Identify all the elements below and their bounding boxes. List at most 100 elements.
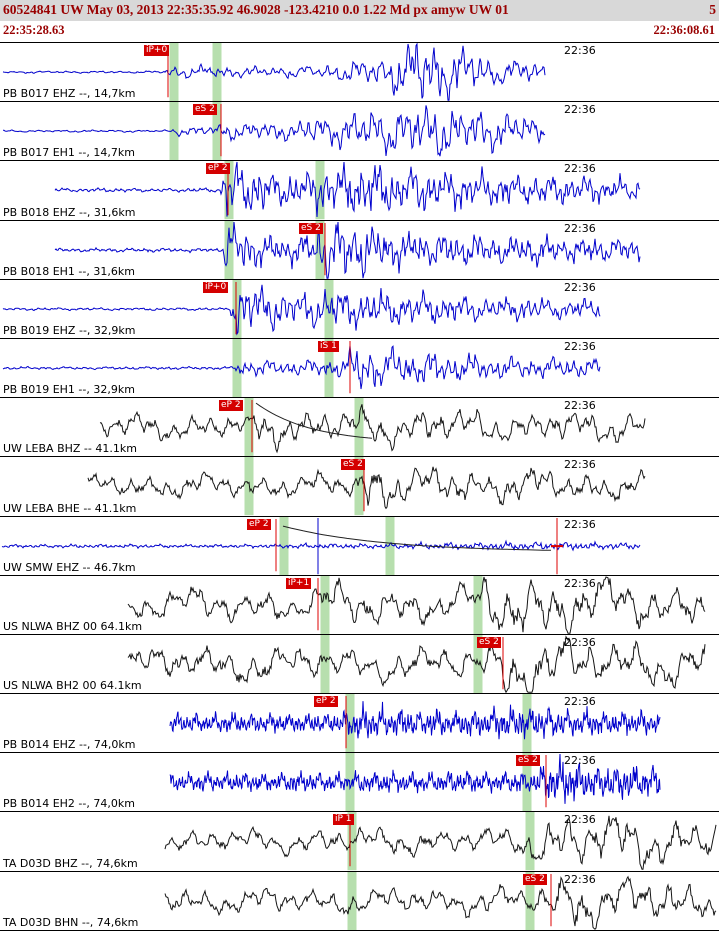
coda-decay-curve: [255, 402, 373, 439]
window-start-time: 22:35:28.63: [3, 23, 65, 37]
phase-window-bar: [354, 398, 364, 457]
trace-panel-0[interactable]: iP+0 22:36 PB B017 EHZ --, 14,7km: [0, 42, 719, 102]
trace-waveform[interactable]: [2, 284, 601, 336]
pick-flag[interactable]: iP 1: [333, 814, 354, 826]
trace-station-label: UW LEBA BHZ -- 41.1km: [3, 442, 137, 456]
tick-time-label: 22:36: [564, 103, 596, 117]
trace-waveform[interactable]: [2, 345, 601, 390]
trace-panel-4[interactable]: iP+0 22:36 PB B019 EHZ --, 32,9km: [0, 278, 719, 338]
trace-station-label: PB B014 EHZ --, 74,0km: [3, 738, 136, 752]
trace-panel-8[interactable]: eP 2 22:36 UW SMW EHZ -- 46.7km: [0, 515, 719, 575]
waveform-plot: [164, 871, 717, 930]
waveform-plot: [99, 398, 646, 457]
tick-time-label: 22:36: [564, 635, 596, 649]
trace-waveform[interactable]: [164, 816, 717, 871]
trace-station-label: UW SMW EHZ -- 46.7km: [3, 560, 136, 574]
phase-window-bar: [473, 575, 483, 634]
trace-panel-2[interactable]: eP 2 22:36 PB B018 EHZ --, 31,6km: [0, 160, 719, 220]
trace-panel-9[interactable]: iP+1 22:36 US NLWA BHZ 00 64.1km: [0, 574, 719, 634]
phase-window-bar: [279, 516, 289, 575]
waveform-plot: [2, 338, 601, 398]
trace-station-label: PB B017 EH1 --, 14,7km: [3, 146, 135, 160]
tick-time-label: 22:36: [564, 399, 596, 413]
trace-waveform[interactable]: [87, 466, 646, 510]
trace-waveform[interactable]: [169, 754, 661, 805]
phase-window-bar: [354, 457, 364, 516]
trace-station-label: PB B018 EHZ --, 31,6km: [3, 205, 136, 219]
pick-flag[interactable]: eS 2: [516, 755, 540, 767]
coda-decay-curve: [282, 525, 552, 551]
trace-waveform[interactable]: [127, 635, 706, 694]
pick-flag[interactable]: iS 1: [318, 340, 339, 352]
phase-window-bar: [320, 575, 330, 634]
tick-time-label: 22:36: [564, 813, 596, 827]
pick-flag[interactable]: eS 2: [523, 873, 547, 885]
trace-panel-1[interactable]: eS 2 22:36 PB B017 EH1 --, 14,7km: [0, 101, 719, 161]
trace-panel-10[interactable]: eS 2 22:36 US NLWA BH2 00 64.1km: [0, 633, 719, 694]
waveform-plot: [1, 516, 641, 575]
waveform-plot: [54, 220, 641, 279]
tick-time-label: 22:36: [564, 162, 596, 176]
phase-window-bar: [385, 516, 395, 575]
phase-window-bar: [324, 279, 334, 338]
trace-panel-12[interactable]: eS 2 22:36 PB B014 EH2 --, 74,0km: [0, 752, 719, 812]
trace-station-label: TA D03D BHZ --, 74,6km: [3, 856, 138, 870]
trace-waveform[interactable]: [99, 404, 646, 454]
event-header: 60524841 UW May 03, 2013 22:35:35.92 46.…: [0, 0, 719, 21]
tick-time-label: 22:36: [564, 280, 596, 294]
trace-waveform[interactable]: [127, 576, 706, 634]
trace-waveform[interactable]: [164, 875, 717, 930]
pick-flag[interactable]: eP 2: [219, 400, 243, 412]
window-end-time: 22:36:08.61: [653, 23, 715, 37]
trace-waveform[interactable]: [2, 43, 546, 101]
pick-flag[interactable]: eS 2: [477, 636, 501, 648]
waveform-plot: [127, 575, 706, 634]
event-summary: 60524841 UW May 03, 2013 22:35:35.92 46.…: [3, 2, 509, 17]
event-header-right-fragment: 5: [709, 2, 716, 17]
trace-waveform[interactable]: [54, 221, 641, 279]
pick-flag[interactable]: eP 2: [206, 163, 230, 175]
trace-station-label: PB B018 EH1 --, 31,6km: [3, 264, 135, 278]
tick-time-label: 22:36: [564, 576, 596, 590]
phase-window-bar: [324, 338, 334, 398]
trace-station-label: PB B019 EH1 --, 32,9km: [3, 383, 135, 397]
phase-window-bar: [232, 279, 242, 338]
pick-flag[interactable]: iP+0: [144, 45, 170, 56]
pick-flag[interactable]: iP+0: [203, 281, 229, 293]
trace-panel-3[interactable]: eS 2 22:36 PB B018 EH1 --, 31,6km: [0, 219, 719, 279]
tick-time-label: 22:36: [564, 458, 596, 472]
trace-panel-14[interactable]: eS 2 22:36 TA D03D BHN --, 74,6km: [0, 870, 719, 930]
tick-time-label: 22:36: [564, 44, 596, 57]
trace-waveform[interactable]: [169, 701, 661, 740]
pick-flag[interactable]: eP 2: [247, 518, 271, 530]
tick-time-label: 22:36: [564, 872, 596, 886]
trace-panel-5[interactable]: iS 1 22:36 PB B019 EH1 --, 32,9km: [0, 337, 719, 398]
pick-flag[interactable]: eS 2: [193, 104, 217, 116]
trace-station-label: PB B019 EHZ --, 32,9km: [3, 323, 136, 337]
tick-time-label: 22:36: [564, 339, 596, 353]
tick-time-label: 22:36: [564, 695, 596, 709]
trace-station-label: US NLWA BHZ 00 64.1km: [3, 619, 143, 633]
trace-panel-11[interactable]: eP 2 22:36 PB B014 EHZ --, 74,0km: [0, 693, 719, 753]
waveform-plot: [169, 753, 661, 812]
trace-panel-6[interactable]: eP 2 22:36 UW LEBA BHZ -- 41.1km: [0, 397, 719, 457]
pick-flag[interactable]: eP 2: [314, 696, 338, 708]
trace-panel-7[interactable]: eS 2 22:36 UW LEBA BHE -- 41.1km: [0, 456, 719, 516]
phase-window-bar: [320, 634, 330, 694]
phase-window-bar: [525, 871, 535, 930]
pick-flag[interactable]: eS 2: [299, 222, 323, 234]
trace-waveform[interactable]: [3, 105, 546, 157]
trace-waveform[interactable]: [1, 538, 641, 552]
pick-flag[interactable]: eS 2: [341, 459, 365, 471]
trace-station-label: PB B017 EHZ --, 14,7km: [3, 87, 136, 101]
pick-flag[interactable]: iP+1: [286, 577, 312, 589]
tick-time-label: 22:36: [564, 517, 596, 531]
waveform-plot: [2, 279, 601, 338]
trace-waveform[interactable]: [54, 162, 641, 218]
trace-station-label: US NLWA BH2 00 64.1km: [3, 679, 142, 693]
waveform-plot: [169, 694, 661, 753]
trace-panel-13[interactable]: iP 1 22:36 TA D03D BHZ --, 74,6km: [0, 811, 719, 871]
phase-window-bar: [224, 220, 234, 279]
trace-station-label: PB B014 EH2 --, 74,0km: [3, 797, 135, 811]
